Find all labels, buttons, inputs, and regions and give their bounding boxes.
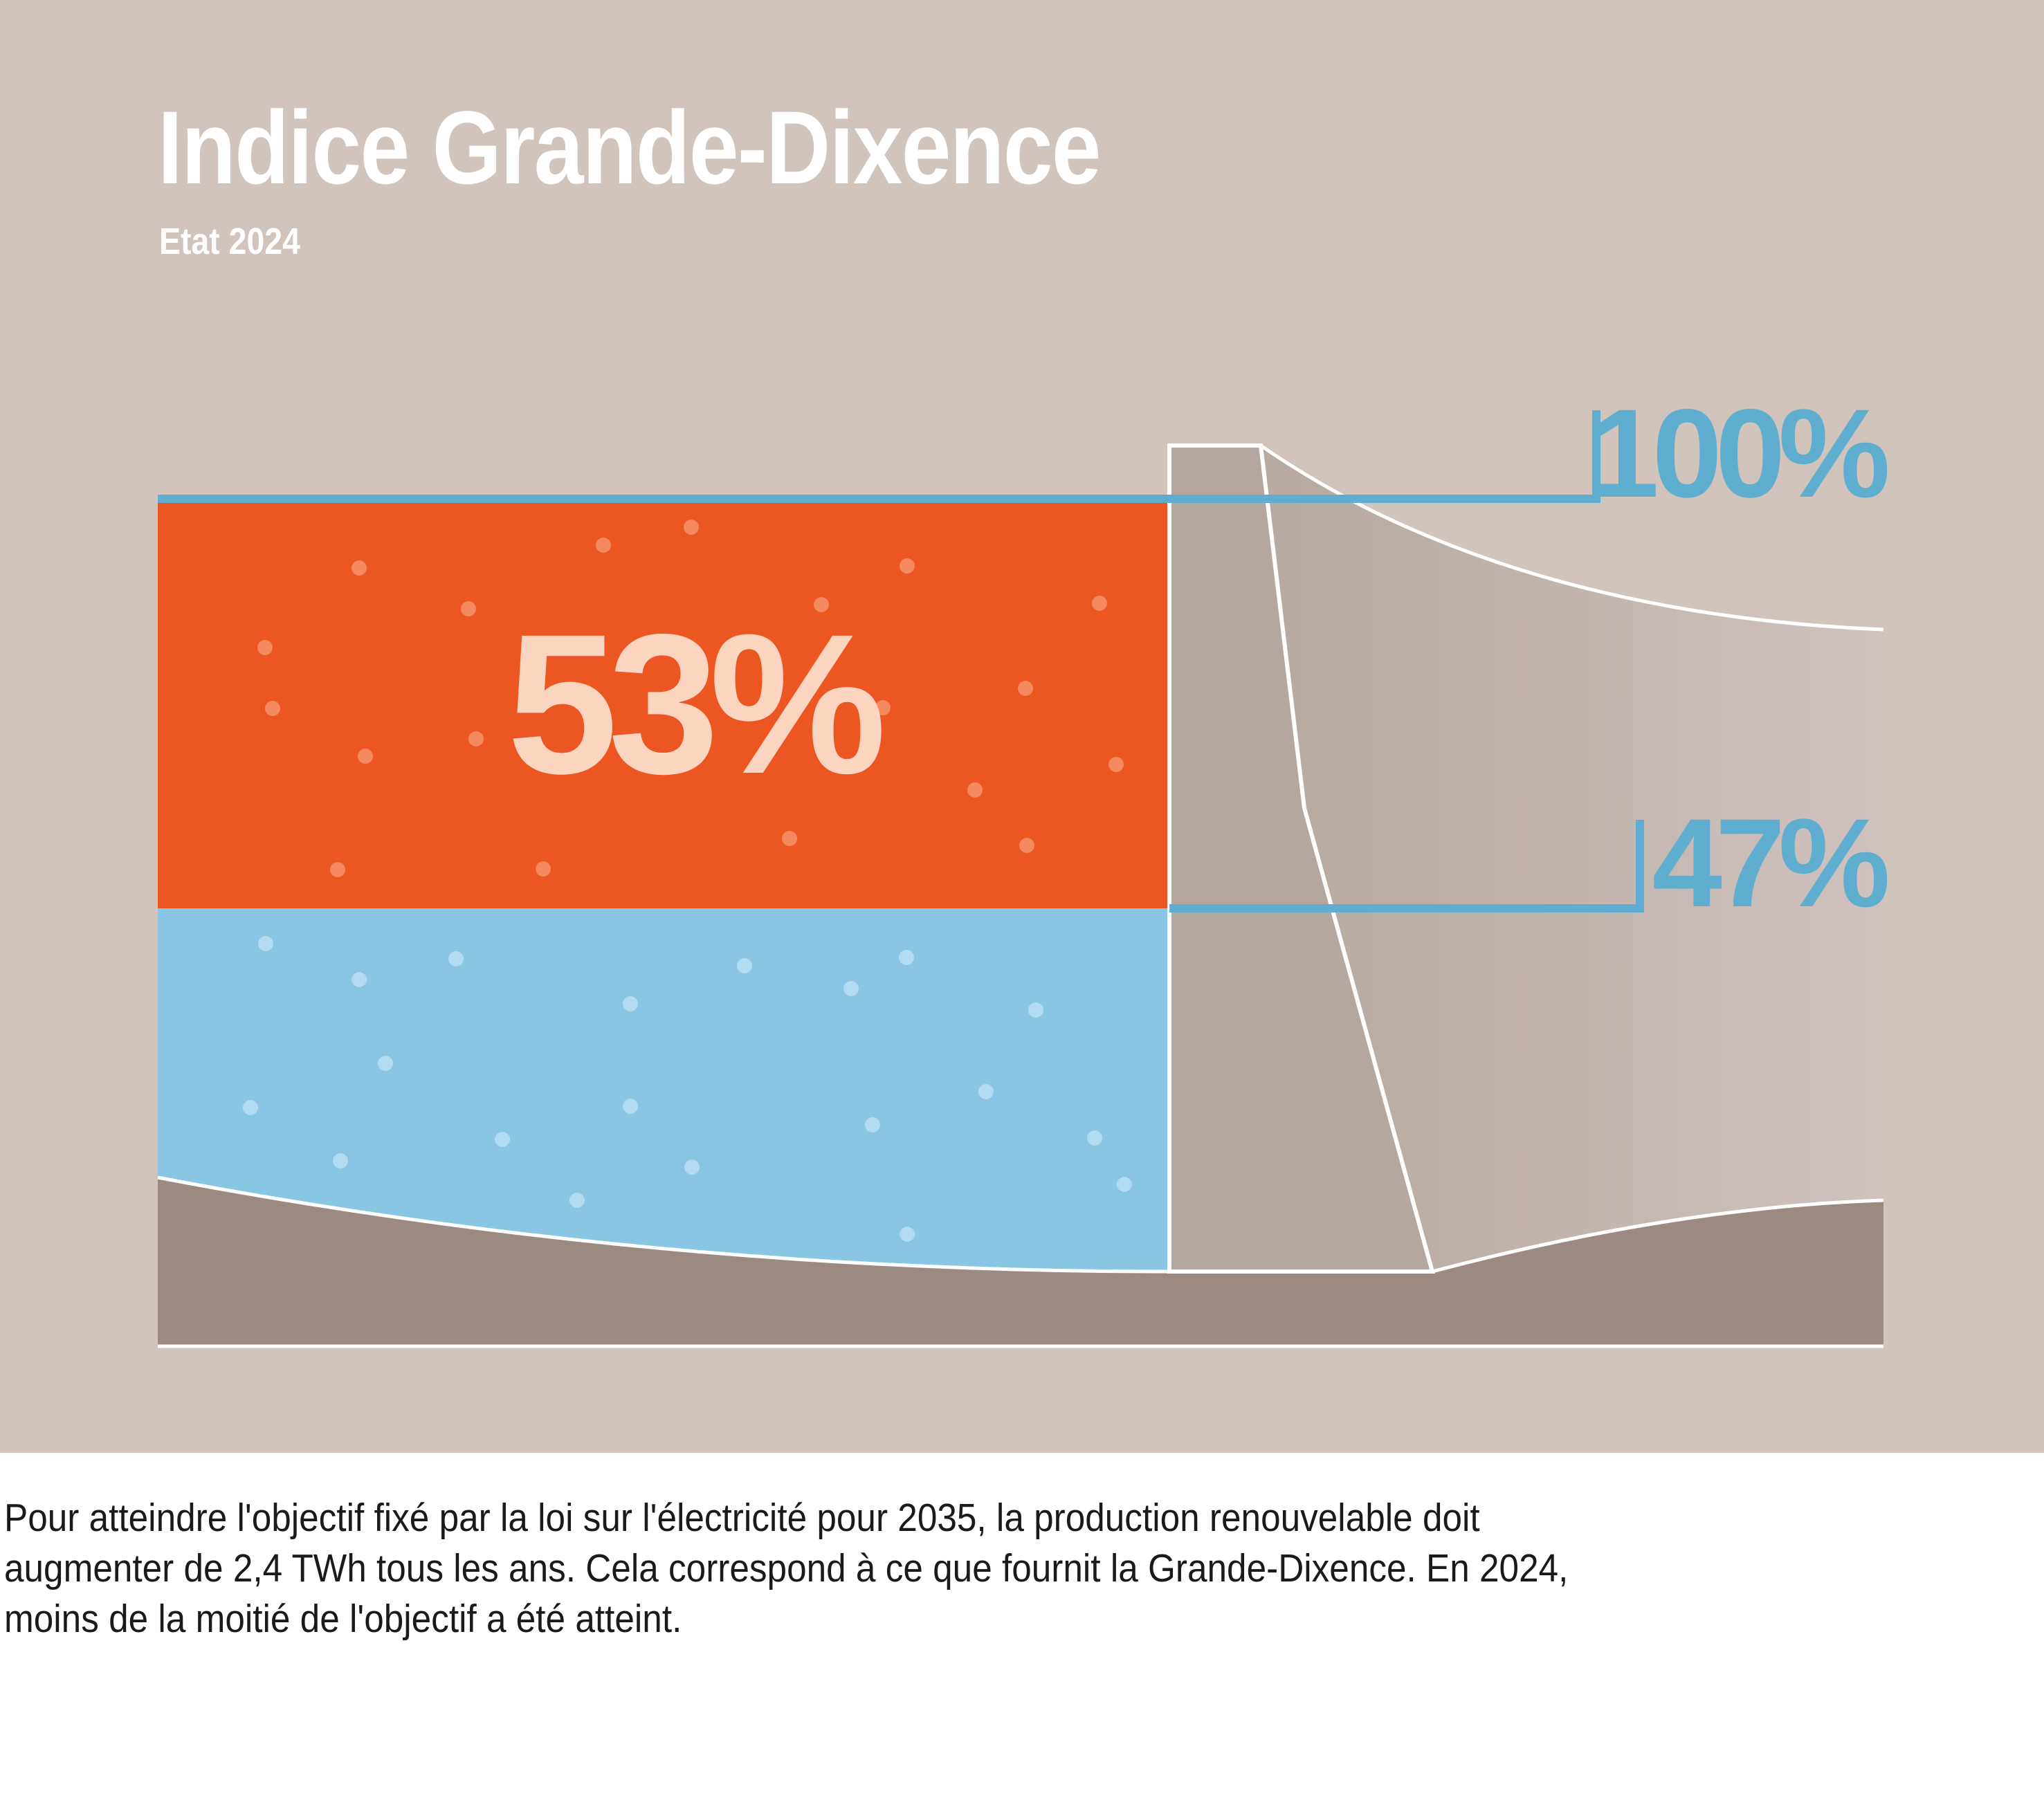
- bar-remaining: [158, 499, 1168, 909]
- label-100: 100%: [1589, 383, 1888, 524]
- terrain-outline-right: [1432, 1198, 1884, 1274]
- achieved-dots: [243, 936, 1132, 1242]
- label-53: 53%: [507, 593, 884, 816]
- caption-line: augmenter de 2,4 TWh tous les ans. Cela …: [4, 1546, 1569, 1590]
- caption-line: moins de la moitié de l'objectif a été a…: [4, 1597, 682, 1641]
- marker-line-100: [158, 410, 1600, 503]
- terrain-outline-left: [157, 1175, 1170, 1274]
- caption: Pour atteindre l'objectif fixé par la lo…: [4, 1493, 2038, 1644]
- marker-line-47: [1169, 820, 1644, 913]
- label-47: 47%: [1652, 792, 1888, 933]
- terrain: [158, 1177, 1883, 1346]
- caption-line: Pour atteindre l'objectif fixé par la lo…: [4, 1496, 1480, 1540]
- chart-title: Indice Grande-Dixence: [158, 89, 1102, 205]
- remaining-dots: [257, 520, 1124, 877]
- dam-wall: [1167, 443, 1435, 1274]
- dam-chart: 100% 47% 53%: [157, 383, 1895, 1348]
- chart-subtitle: Etat 2024: [159, 221, 300, 262]
